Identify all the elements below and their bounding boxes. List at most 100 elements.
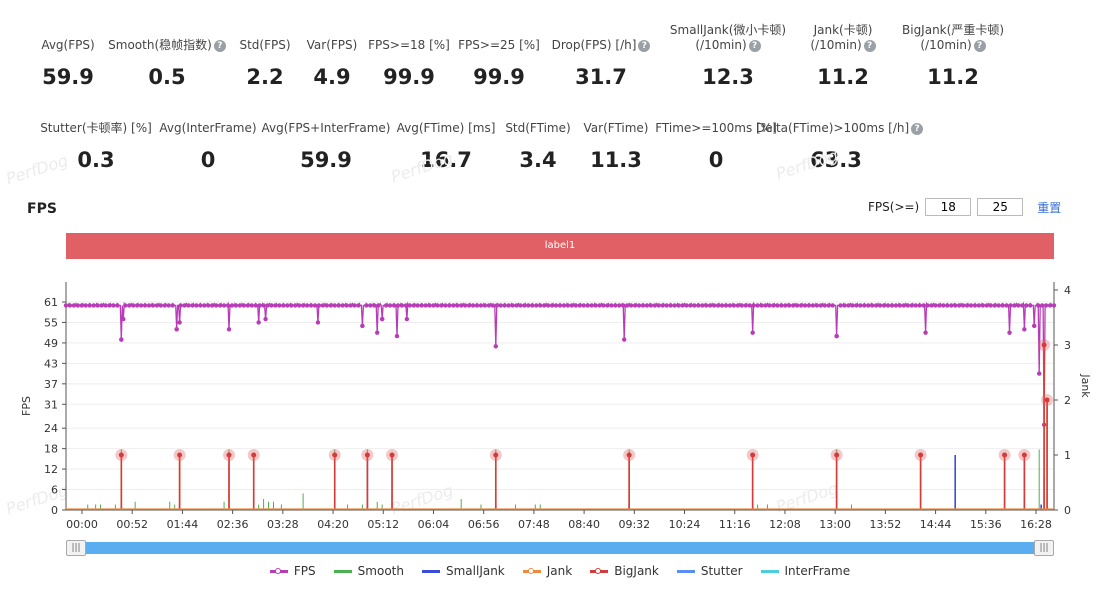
help-icon[interactable]: ? — [973, 39, 986, 52]
bigjank-marker[interactable] — [493, 452, 499, 458]
fps-point — [75, 303, 81, 308]
bigjank-marker[interactable] — [364, 452, 370, 458]
y2-tick-label: 4 — [1064, 284, 1071, 297]
fps-point — [494, 303, 499, 308]
fps-point — [814, 303, 820, 308]
fps-point — [557, 303, 563, 308]
fps-point — [198, 303, 203, 308]
fps-point — [289, 303, 294, 308]
bigjank-marker[interactable] — [834, 452, 840, 458]
legend-item-fps[interactable]: FPS — [269, 564, 316, 578]
stat-value: 16.7 — [420, 148, 472, 172]
fps-point — [221, 303, 227, 308]
scrollbar-left-handle[interactable]: ||| — [66, 540, 86, 556]
x-tick-label: 16:28 — [1020, 518, 1052, 531]
fps-point — [348, 303, 353, 308]
fps-dip-point — [750, 330, 755, 335]
y-tick-label: 12 — [44, 463, 58, 476]
label-bar[interactable]: label1 — [66, 233, 1054, 259]
stat-value: 2.2 — [246, 65, 284, 89]
fps-filter-label: FPS(>=) — [868, 200, 920, 214]
bigjank-marker[interactable] — [118, 452, 124, 458]
fps-point — [514, 303, 519, 308]
y-tick-label: 18 — [44, 443, 58, 456]
scrollbar-track[interactable] — [66, 542, 1054, 554]
bigjank-marker[interactable] — [750, 452, 756, 458]
legend-item-smooth[interactable]: Smooth — [333, 564, 404, 578]
fps-point — [901, 303, 907, 308]
fps-threshold-input-2[interactable] — [977, 198, 1024, 216]
y-tick-label: 61 — [44, 296, 58, 309]
stat-value: 99.9 — [473, 65, 525, 89]
fps-dip-point — [1036, 371, 1042, 376]
reset-button[interactable]: 重置 — [1037, 200, 1062, 215]
fps-point — [332, 303, 337, 308]
fps-point — [830, 303, 835, 308]
bigjank-marker[interactable] — [226, 452, 232, 458]
bigjank-marker[interactable] — [177, 452, 183, 458]
summary-stat-2: Std(FPS) 2.2 — [185, 38, 345, 89]
fps-point — [368, 303, 373, 308]
fps-dip-point — [263, 316, 268, 322]
fps-point — [976, 303, 982, 308]
legend-item-smalljank[interactable]: SmallJank — [421, 564, 505, 578]
stat-label: Var(FPS) — [252, 38, 412, 53]
fps-point — [680, 303, 685, 308]
fps-point — [146, 303, 152, 308]
help-icon[interactable]: ? — [863, 39, 876, 52]
fps-point — [225, 303, 231, 308]
bigjank-marker[interactable] — [626, 452, 632, 458]
legend-label: FPS — [293, 564, 316, 578]
scrollbar-right-handle[interactable]: ||| — [1034, 540, 1054, 556]
bigjank-marker[interactable] — [1002, 452, 1008, 458]
legend-item-interframe[interactable]: InterFrame — [760, 564, 851, 578]
fps-threshold-input-1[interactable] — [925, 198, 972, 216]
legend-item-jank[interactable]: Jank — [522, 564, 572, 578]
fps-point — [858, 303, 863, 308]
help-icon[interactable]: ? — [213, 39, 226, 52]
stat-label: Std(FPS) — [185, 38, 345, 53]
stat-label: Jank(卡顿) (/10min)? — [763, 23, 923, 53]
fps-point — [166, 303, 171, 308]
fps-point — [127, 303, 132, 308]
stat-label-text: FPS>=25 [%] — [458, 38, 540, 52]
fps-point — [364, 303, 369, 308]
fps-point — [352, 303, 357, 308]
stat-label-text: Avg(FTime) [ms] — [396, 121, 496, 135]
bigjank-marker[interactable] — [1044, 397, 1050, 403]
fps-point — [470, 303, 476, 308]
fps-dip-point — [375, 330, 380, 335]
timeline-scrollbar[interactable]: ||| ||| — [66, 540, 1054, 556]
fps-point — [1047, 303, 1053, 308]
fps-point — [605, 303, 610, 308]
fps-point — [79, 303, 85, 308]
bigjank-marker[interactable] — [389, 452, 395, 458]
fps-point — [913, 303, 918, 308]
bigjank-marker[interactable] — [1021, 452, 1027, 458]
legend-item-stutter[interactable]: Stutter — [676, 564, 743, 578]
stat-label-text: Avg(FPS) — [41, 38, 95, 52]
stat-label: Avg(FPS) — [0, 38, 148, 53]
fps-point — [775, 303, 780, 308]
fps-point — [676, 303, 681, 308]
fps-point — [1004, 303, 1009, 308]
fps-point — [300, 303, 306, 308]
stat-label-text: Var(FTime) — [583, 121, 649, 135]
help-icon[interactable]: ? — [748, 39, 761, 52]
fps-point — [281, 303, 286, 308]
help-icon[interactable]: ? — [638, 39, 651, 52]
bigjank-marker[interactable] — [1041, 342, 1047, 348]
legend-label: InterFrame — [784, 564, 851, 578]
help-icon[interactable]: ? — [911, 122, 924, 135]
stat-label-unit: (/10min) — [810, 38, 862, 52]
bigjank-marker[interactable] — [332, 452, 338, 458]
stat-label-text: Delta(FTime)>100ms [/h] — [756, 121, 910, 135]
fps-point — [660, 303, 665, 308]
y-axis-label: FPS — [20, 396, 33, 416]
stat-label-text: Avg(FPS+InterFrame) — [261, 121, 391, 135]
bigjank-marker[interactable] — [918, 452, 924, 458]
stat-label: Avg(FTime) [ms] — [366, 121, 526, 136]
bigjank-marker[interactable] — [251, 452, 257, 458]
legend-item-bigjank[interactable]: BigJank — [590, 564, 659, 578]
